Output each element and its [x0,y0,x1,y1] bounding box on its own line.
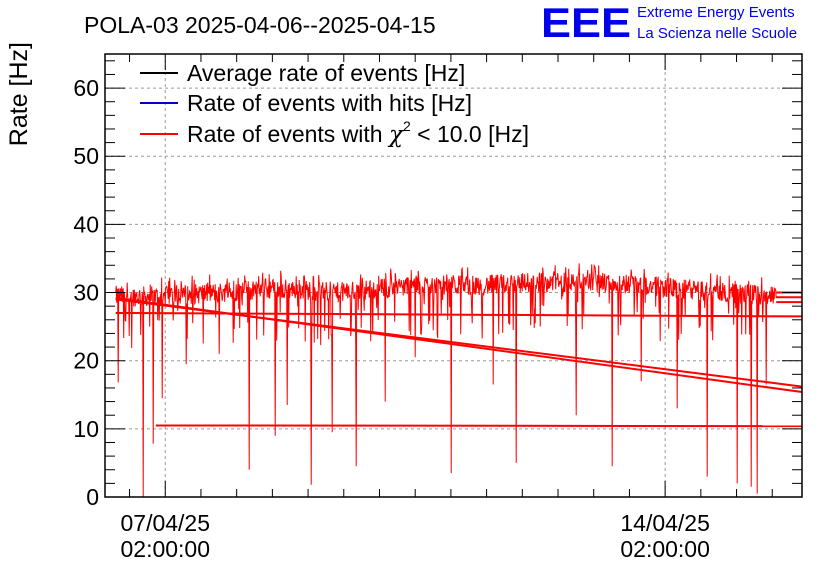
eee-logo-line2: La Scienza nelle Scuole [637,25,797,42]
legend-label-chi2-symbol: χ [387,122,405,148]
x-tick-label-date: 07/04/25 [120,510,210,536]
plot-area [115,263,803,498]
y-tick-label: 60 [73,75,99,101]
legend-label-hits: Rate of events with hits [Hz] [187,90,472,116]
y-tick-label: 30 [73,280,99,306]
legend-label-chi2-prefix: Rate of events with [187,121,389,147]
series-chi2-segment [155,424,803,428]
eee-logo: EEE Extreme Energy Events La Scienza nel… [541,0,797,46]
legend: Average rate of events [Hz] Rate of even… [140,60,529,148]
eee-logo-letters: EEE [541,0,631,46]
y-tick-label: 50 [73,143,99,169]
chart-title: POLA-03 2025-04-06--2025-04-15 [84,12,436,38]
legend-label-chi2: Rate of events with χ2 < 10.0 [Hz] [187,118,529,148]
eee-logo-line1: Extreme Energy Events [637,4,795,21]
y-tick-label: 0 [86,484,99,510]
legend-label-average: Average rate of events [Hz] [187,60,465,86]
y-tick-label: 20 [73,348,99,374]
plot-frame [104,53,803,498]
axes [104,53,803,498]
x-tick-label-date: 14/04/25 [620,510,710,536]
legend-label-chi2-sup: 2 [403,118,411,134]
series-chi2-segment [115,311,803,318]
x-tick-label-time: 02:00:00 [620,536,710,562]
tick-labels: 010203040506007/04/2502:00:0014/04/2502:… [73,75,709,562]
y-tick-label: 40 [73,211,99,237]
legend-label-chi2-suffix: < 10.0 [Hz] [411,121,529,147]
y-axis-label: Rate [Hz] [5,42,33,146]
series-chi2-trace [115,263,777,498]
y-tick-label: 10 [73,416,99,442]
x-tick-label-time: 02:00:00 [120,536,210,562]
